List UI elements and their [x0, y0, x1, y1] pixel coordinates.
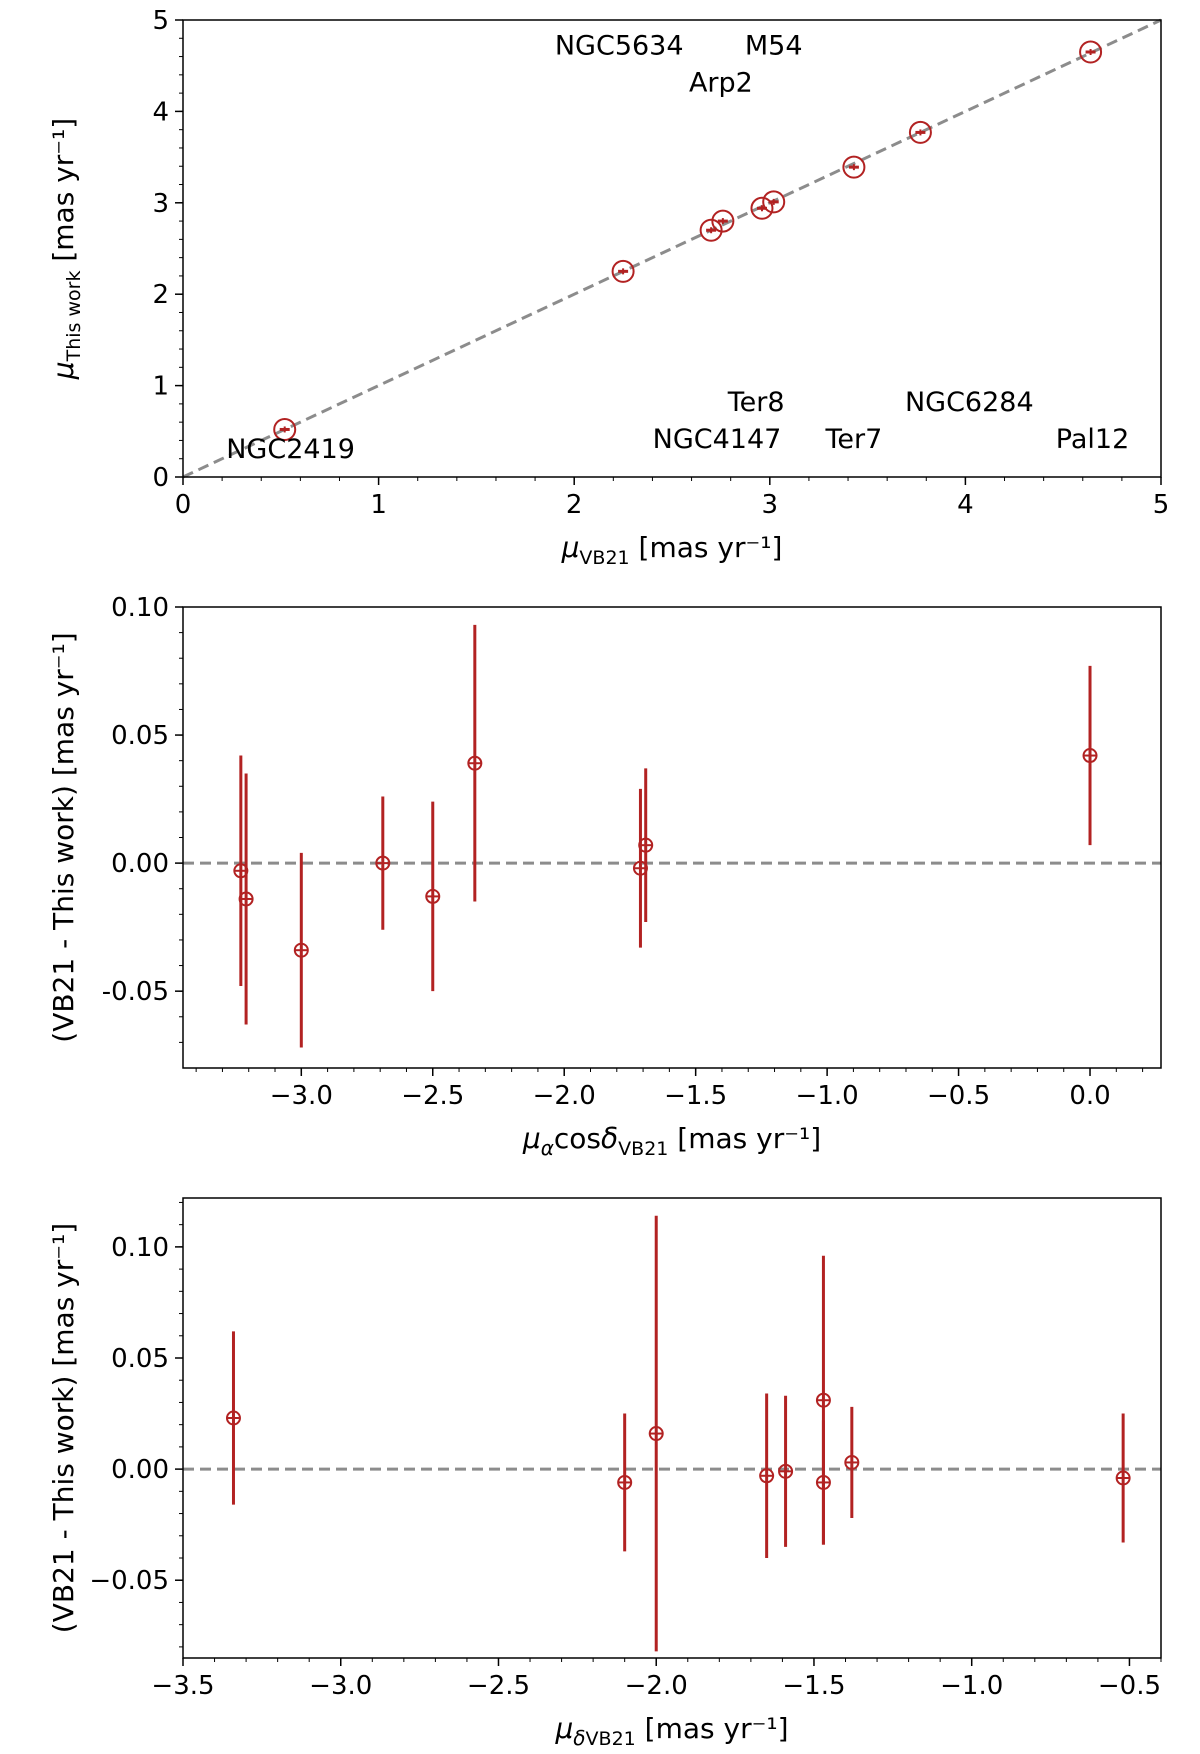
data-point	[225, 1331, 241, 1505]
x-tick-label: 5	[1153, 490, 1170, 520]
y-tick-label: 0.10	[111, 593, 169, 623]
reference-line	[182, 18, 1162, 479]
data-point	[778, 1395, 794, 1547]
x-tick-label: −3.5	[151, 1671, 214, 1701]
x-axis-label: μVB21 [mas yr⁻¹]	[561, 531, 783, 569]
data-point	[1079, 40, 1103, 64]
data-point	[638, 768, 654, 923]
y-tick-label: 3	[152, 189, 169, 219]
data-point	[762, 190, 786, 214]
x-tick-label: −2.5	[401, 1081, 464, 1111]
data-point	[467, 624, 483, 902]
point-marker	[273, 417, 297, 441]
data-point	[273, 417, 297, 441]
data-point	[1115, 1413, 1131, 1543]
y-tick-label: 0.10	[111, 1233, 169, 1263]
data-point	[1082, 665, 1098, 846]
y-tick-label: 0.05	[111, 1344, 169, 1374]
x-tick-label: −0.5	[927, 1081, 990, 1111]
x-tick-label: −2.5	[467, 1671, 530, 1701]
data-point	[293, 852, 309, 1048]
data-point	[759, 1393, 775, 1558]
annotation-label: NGC4147	[653, 424, 782, 455]
y-axis-label: (VB21 - This work) [mas yr⁻¹]	[47, 632, 80, 1042]
annotation-label: NGC5634	[555, 31, 684, 62]
x-tick-label: 2	[566, 490, 583, 520]
data-point	[711, 209, 735, 233]
y-tick-label: −0.05	[89, 1566, 169, 1596]
x-tick-label: −2.0	[533, 1081, 596, 1111]
y-axis-label: (VB21 - This work) [mas yr⁻¹]	[47, 1223, 80, 1633]
x-axis-label: μδVB21 [mas yr⁻¹]	[554, 1712, 788, 1750]
annotation-label: Ter8	[727, 387, 785, 418]
data-point	[617, 1413, 633, 1552]
x-tick-label: −1.5	[664, 1081, 727, 1111]
point-marker	[611, 259, 635, 283]
y-tick-label: 0	[152, 463, 169, 493]
y-tick-label: 1	[152, 372, 169, 402]
panel-ra-residuals: −3.0 −2.5 −2.0 −1.5 −1.0 −0.5 0.0 -0.05 0.00 0.05…	[47, 593, 1162, 1160]
annotation-label: M54	[745, 31, 803, 62]
point-marker	[711, 209, 735, 233]
plot-frame	[182, 606, 1162, 1069]
plot-frame	[182, 19, 1162, 478]
data-point	[908, 120, 932, 144]
y-tick-label: 2	[152, 280, 169, 310]
y-tick-label: -0.05	[102, 977, 169, 1007]
data-point	[842, 155, 866, 179]
panel-dec-residuals: −3.5 −3.0 −2.5 −2.0 −1.5 −1.0 −0.5 −0.05 0.00 0.0…	[47, 1197, 1162, 1750]
data-point	[238, 773, 254, 1025]
x-tick-label: −1.0	[940, 1671, 1003, 1701]
annotation-label: Arp2	[689, 67, 753, 98]
x-tick-label: 4	[957, 490, 974, 520]
y-tick-label: 0.00	[111, 1455, 169, 1485]
x-tick-label: 0.0	[1069, 1081, 1110, 1111]
y-tick-label: 0.05	[111, 721, 169, 751]
annotation-label: Pal12	[1056, 424, 1129, 455]
x-tick-label: −3.0	[270, 1081, 333, 1111]
y-axis-label: μThis work [mas yr⁻¹]	[47, 118, 85, 380]
x-tick-label: −0.5	[1098, 1671, 1161, 1701]
plot-frame	[182, 1197, 1162, 1659]
annotation-label: Ter7	[825, 424, 883, 455]
x-tick-label: −1.0	[796, 1081, 859, 1111]
data-point	[375, 796, 391, 930]
point-marker	[762, 190, 786, 214]
point-marker	[699, 218, 723, 242]
data-point	[425, 801, 441, 992]
panel-proper-motion-comparison: NGC5634 M54 Arp2 Ter8 NGC6284 NGC2419 NGC4147 T…	[47, 6, 1169, 569]
point-marker	[1079, 40, 1103, 64]
x-tick-label: −2.0	[625, 1671, 688, 1701]
point-marker	[750, 196, 774, 220]
x-tick-label: −1.5	[782, 1671, 845, 1701]
point-marker	[842, 155, 866, 179]
data-point	[844, 1406, 860, 1518]
annotation-label: NGC6284	[905, 387, 1034, 418]
point-marker	[908, 120, 932, 144]
data-point	[815, 1420, 831, 1545]
data-point	[699, 218, 723, 242]
annotation-label: NGC2419	[226, 434, 355, 465]
data-point	[648, 1215, 664, 1652]
y-tick-label: 0.00	[111, 849, 169, 879]
x-tick-label: 1	[370, 490, 387, 520]
data-point	[611, 259, 635, 283]
x-axis-label: μαcosδVB21 [mas yr⁻¹]	[522, 1122, 821, 1160]
y-tick-label: 4	[152, 97, 169, 127]
x-tick-label: −3.0	[309, 1671, 372, 1701]
y-tick-label: 5	[152, 6, 169, 36]
x-tick-label: 0	[175, 490, 192, 520]
x-tick-label: 3	[762, 490, 779, 520]
